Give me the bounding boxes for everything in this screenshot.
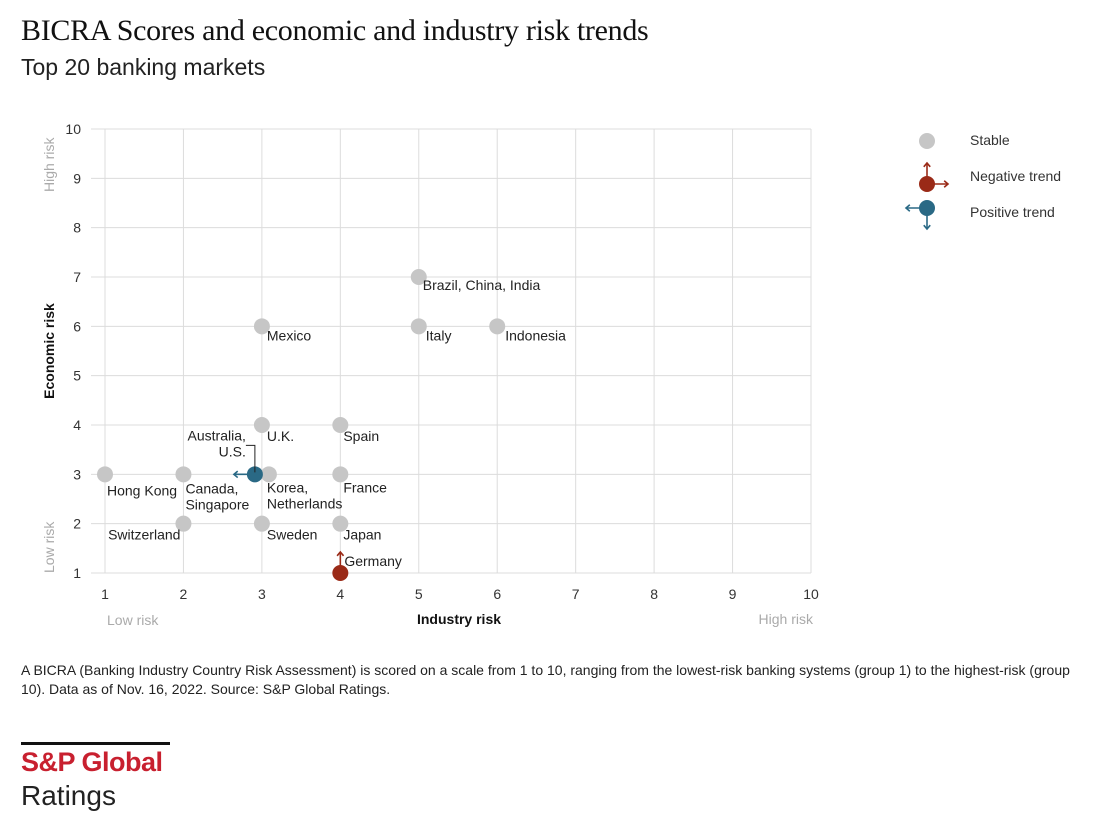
data-point [253, 417, 270, 433]
point-label: Mexico [267, 327, 312, 343]
point-label: Singapore [185, 496, 249, 512]
x-tick-label: 2 [180, 586, 188, 602]
legend-label-negative: Negative trend [970, 168, 1061, 184]
point-label: Italy [426, 327, 452, 343]
legend-stable-marker [919, 133, 935, 149]
scatter-chart: 1 2 3 4 5 6 7 8 9 10 1 2 3 4 5 6 7 8 9 10 Industry risk Econo… [41, 121, 1061, 628]
data-point [253, 515, 270, 532]
data-point [410, 269, 427, 285]
point-label: Germany [344, 553, 402, 569]
data-point [260, 466, 277, 483]
legend-positive-marker [919, 200, 935, 216]
y-tick-label: 4 [73, 417, 81, 433]
point-label: Australia, [188, 427, 246, 443]
legend-negative-arrow-right-head [943, 180, 950, 188]
y-tick-label: 10 [65, 121, 81, 137]
x-axis-title: Industry risk [417, 611, 501, 627]
x-low-risk-label: Low risk [107, 612, 159, 628]
point-label: Spain [343, 428, 379, 444]
point-label: Netherlands [267, 495, 343, 511]
y-low-risk-label: Low risk [41, 521, 57, 573]
point-label: France [343, 479, 387, 495]
y-tick-label: 3 [73, 466, 81, 482]
logo-sp-global: S&P Global [21, 747, 163, 777]
y-tick-label: 9 [73, 170, 81, 186]
x-tick-label: 7 [572, 586, 580, 602]
point-label: Brazil, China, India [423, 277, 541, 293]
legend-negative-marker [919, 176, 935, 192]
point-label: Canada, [185, 480, 238, 496]
x-tick-label: 6 [493, 586, 501, 602]
y-tick-label: 2 [73, 516, 81, 532]
logo-ratings: Ratings [21, 780, 116, 811]
x-tick-label: 3 [258, 586, 266, 602]
logo-rule [21, 742, 170, 745]
legend-label-positive: Positive trend [970, 204, 1055, 220]
legend-positive-arrow-left-head [904, 204, 911, 212]
point-label: Japan [343, 527, 381, 543]
y-tick-label: 8 [73, 220, 81, 236]
x-tick-label: 4 [336, 586, 344, 602]
y-tick-label: 6 [73, 318, 81, 334]
data-point [332, 466, 349, 483]
legend-negative-arrow-up-head [923, 161, 931, 168]
data-point [332, 417, 349, 433]
y-high-risk-label: High risk [41, 137, 57, 192]
x-tick-label: 8 [650, 586, 658, 602]
x-tick-label: 1 [101, 586, 109, 602]
x-tick-label: 9 [729, 586, 737, 602]
chart-subtitle: Top 20 banking markets [21, 54, 266, 80]
trend-arrow-up-head [336, 550, 345, 557]
data-point [246, 466, 263, 483]
data-point [175, 515, 192, 532]
point-label: Sweden [267, 527, 318, 543]
point-label: Indonesia [505, 327, 566, 343]
data-point [410, 318, 427, 335]
data-point [175, 466, 192, 483]
point-label: U.K. [267, 428, 294, 444]
x-tick-label: 5 [415, 586, 423, 602]
point-label: Hong Kong [107, 482, 177, 498]
data-point [489, 318, 506, 335]
x-high-risk-label: High risk [759, 611, 814, 627]
y-tick-label: 1 [73, 565, 81, 581]
trend-arrow-left-head [232, 470, 239, 479]
chart-title: BICRA Scores and economic and industry r… [21, 14, 649, 47]
y-axis-title: Economic risk [41, 303, 57, 399]
data-point [97, 466, 113, 483]
footnote: A BICRA (Banking Industry Country Risk A… [21, 662, 1070, 697]
y-tick-label: 5 [73, 368, 81, 384]
label-leader-line [245, 444, 256, 473]
x-tick-label: 10 [803, 586, 819, 602]
data-point [332, 565, 349, 581]
y-tick-label: 7 [73, 269, 81, 285]
legend-label-stable: Stable [970, 132, 1010, 148]
data-point [332, 515, 349, 532]
data-point [253, 318, 270, 335]
legend-positive-arrow-down-head [923, 224, 931, 231]
point-label: Korea, [267, 479, 308, 495]
point-label: U.S. [219, 443, 246, 459]
point-label: Switzerland [108, 527, 180, 543]
